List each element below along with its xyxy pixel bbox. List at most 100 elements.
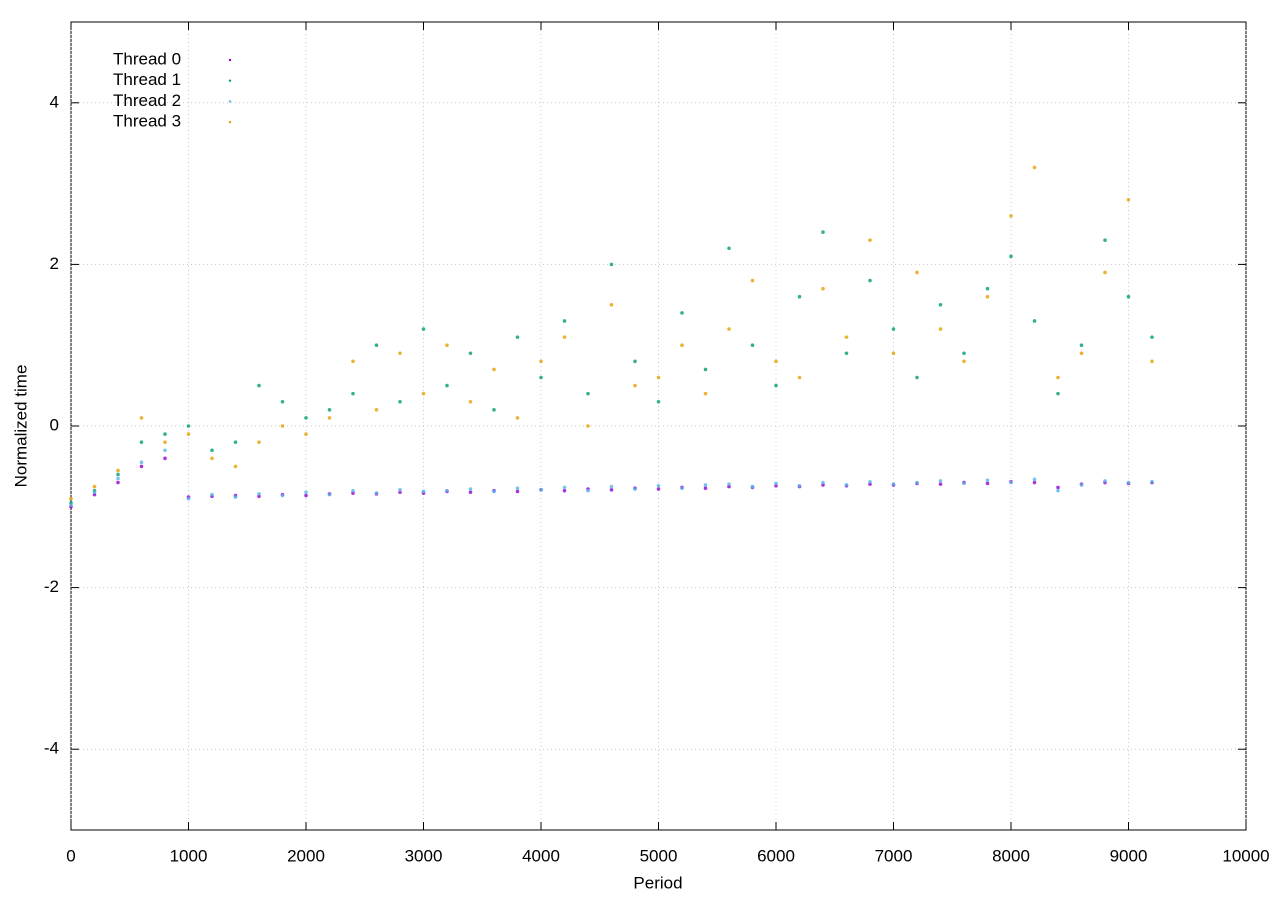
x-tick-label: 5000 bbox=[640, 846, 678, 865]
data-point bbox=[703, 391, 708, 396]
data-point bbox=[468, 399, 473, 404]
x-tick-label: 7000 bbox=[875, 846, 913, 865]
data-point bbox=[351, 488, 355, 493]
x-axis-label: Period bbox=[633, 873, 682, 892]
data-point bbox=[210, 456, 214, 461]
data-point bbox=[492, 489, 496, 494]
x-tick-label: 4000 bbox=[522, 846, 560, 865]
data-point bbox=[233, 495, 238, 499]
data-point bbox=[1103, 238, 1107, 242]
data-point bbox=[280, 399, 285, 404]
x-tick-label: 10000 bbox=[1222, 846, 1269, 865]
data-point bbox=[962, 481, 966, 486]
data-point bbox=[844, 335, 849, 339]
data-point bbox=[304, 493, 308, 498]
data-point bbox=[633, 383, 637, 388]
data-point bbox=[374, 343, 379, 348]
data-point bbox=[374, 491, 379, 495]
x-tick-label: 8000 bbox=[992, 846, 1030, 865]
data-point bbox=[492, 408, 496, 412]
data-point bbox=[750, 278, 755, 283]
data-point bbox=[468, 490, 473, 495]
data-point bbox=[1150, 479, 1154, 484]
data-point bbox=[210, 492, 214, 497]
legend-label: Thread 3 bbox=[113, 112, 181, 131]
data-point bbox=[398, 351, 402, 356]
data-point bbox=[304, 490, 308, 495]
data-point bbox=[210, 448, 214, 453]
data-point bbox=[1103, 479, 1107, 483]
data-point bbox=[1009, 254, 1013, 259]
data-point bbox=[421, 391, 426, 396]
data-point bbox=[680, 343, 684, 348]
data-point bbox=[891, 327, 896, 331]
data-point bbox=[586, 391, 590, 396]
data-point bbox=[962, 351, 966, 356]
data-point bbox=[139, 440, 144, 444]
data-point bbox=[139, 416, 144, 420]
data-point bbox=[703, 367, 708, 372]
data-point bbox=[1056, 485, 1060, 490]
data-point bbox=[938, 327, 943, 331]
data-point bbox=[750, 484, 755, 489]
data-point bbox=[421, 489, 426, 494]
data-point bbox=[609, 262, 614, 267]
data-point bbox=[1150, 335, 1154, 339]
data-point bbox=[186, 432, 191, 436]
data-point bbox=[609, 303, 614, 307]
data-point bbox=[656, 487, 661, 491]
data-point bbox=[492, 367, 496, 372]
y-axis-label: Normalized time bbox=[11, 365, 30, 488]
data-point bbox=[633, 487, 637, 491]
data-point bbox=[515, 416, 520, 420]
data-point bbox=[868, 238, 872, 242]
data-point bbox=[351, 391, 355, 396]
data-point bbox=[727, 327, 731, 331]
data-point bbox=[609, 484, 614, 489]
data-point bbox=[774, 383, 778, 388]
data-point bbox=[116, 472, 120, 477]
legend-marker bbox=[228, 79, 232, 82]
data-point bbox=[163, 456, 167, 461]
y-tick-label: -4 bbox=[44, 739, 59, 758]
data-point bbox=[938, 479, 943, 483]
data-point bbox=[774, 481, 778, 486]
legend-marker bbox=[228, 120, 232, 124]
data-point bbox=[821, 230, 825, 234]
data-point bbox=[1056, 375, 1060, 380]
data-point bbox=[257, 492, 261, 496]
data-point bbox=[915, 480, 919, 485]
data-point bbox=[1079, 343, 1084, 348]
data-point bbox=[374, 408, 379, 412]
data-point bbox=[421, 327, 426, 331]
data-point bbox=[515, 486, 520, 491]
data-point bbox=[69, 503, 73, 507]
data-point bbox=[868, 479, 872, 484]
data-point bbox=[1032, 480, 1037, 485]
data-point bbox=[703, 486, 708, 491]
data-point bbox=[327, 492, 332, 497]
data-point bbox=[562, 319, 567, 323]
data-point bbox=[327, 408, 332, 412]
data-point bbox=[562, 488, 567, 493]
data-point bbox=[445, 488, 449, 493]
data-point bbox=[69, 496, 73, 501]
data-point bbox=[774, 359, 778, 364]
data-point bbox=[1079, 351, 1084, 356]
data-point bbox=[844, 483, 849, 487]
data-point bbox=[1079, 483, 1084, 487]
data-point bbox=[633, 359, 637, 364]
y-tick-label: 2 bbox=[50, 254, 59, 273]
data-point bbox=[539, 488, 543, 492]
data-point bbox=[1126, 480, 1131, 485]
data-point bbox=[280, 424, 285, 428]
y-tick-label: 4 bbox=[50, 92, 59, 111]
data-point bbox=[915, 270, 919, 275]
data-point bbox=[304, 416, 308, 420]
data-point bbox=[92, 484, 97, 489]
data-point bbox=[1126, 197, 1131, 202]
data-point bbox=[233, 464, 238, 469]
data-point bbox=[868, 278, 872, 283]
data-point bbox=[445, 343, 449, 348]
